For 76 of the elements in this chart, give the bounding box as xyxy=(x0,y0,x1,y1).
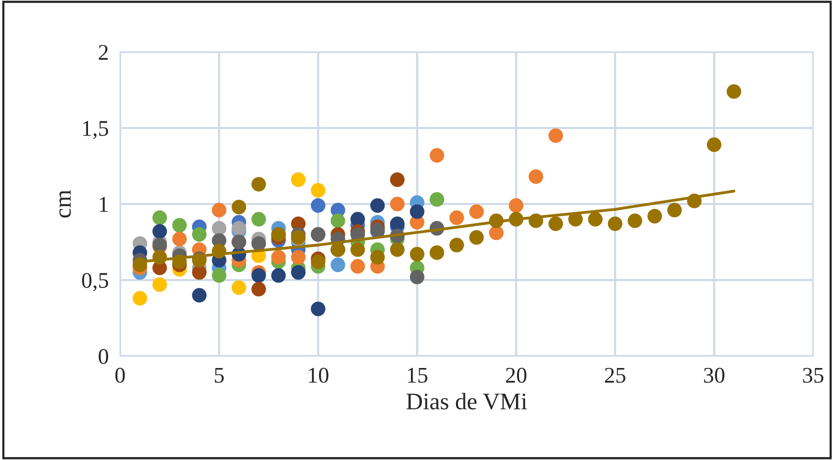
point xyxy=(390,216,405,232)
point xyxy=(469,230,484,245)
point xyxy=(370,250,385,265)
point xyxy=(291,250,306,265)
point xyxy=(410,270,424,284)
y-tick-label: 2 xyxy=(98,44,108,60)
point xyxy=(430,148,444,163)
point xyxy=(310,254,326,270)
point xyxy=(350,242,365,257)
point xyxy=(608,216,622,232)
x-tick-label: 35 xyxy=(803,368,824,383)
point xyxy=(370,198,385,213)
point xyxy=(212,202,226,218)
point xyxy=(310,302,326,316)
point xyxy=(310,183,326,198)
point xyxy=(291,172,306,187)
point xyxy=(489,226,504,240)
point xyxy=(528,169,544,184)
point xyxy=(430,245,444,260)
point xyxy=(232,200,246,214)
x-tick-label: 0 xyxy=(115,368,125,383)
point xyxy=(132,290,148,306)
x-axis-title: Dias de VMi xyxy=(406,392,527,410)
x-tick-label: 10 xyxy=(308,368,328,383)
point xyxy=(251,212,266,226)
point xyxy=(390,172,405,187)
point xyxy=(410,246,424,262)
point xyxy=(548,216,564,232)
point xyxy=(390,242,405,257)
point xyxy=(271,268,286,283)
point xyxy=(251,268,266,283)
point xyxy=(330,258,346,272)
point xyxy=(232,280,246,295)
point xyxy=(291,265,306,280)
point xyxy=(706,137,722,152)
point xyxy=(251,282,266,296)
x-tick-label: 25 xyxy=(605,368,626,383)
point xyxy=(548,128,564,143)
point xyxy=(390,196,405,212)
point xyxy=(232,221,246,236)
point xyxy=(192,227,207,242)
x-tick-label: 30 xyxy=(704,368,724,383)
point xyxy=(152,277,167,292)
point xyxy=(172,218,187,233)
point xyxy=(726,84,742,99)
point xyxy=(310,198,326,213)
point xyxy=(212,268,226,283)
point xyxy=(212,221,226,236)
point xyxy=(628,213,642,228)
y-axis-title: cm xyxy=(59,190,71,218)
point xyxy=(430,192,444,207)
point xyxy=(192,288,207,303)
point xyxy=(251,176,266,192)
x-tick-label: 15 xyxy=(408,368,428,383)
point xyxy=(350,212,365,226)
point xyxy=(330,213,346,228)
point xyxy=(667,202,682,218)
x-tick-label: 5 xyxy=(214,368,224,383)
point xyxy=(251,236,266,251)
point xyxy=(588,212,603,226)
point xyxy=(350,259,365,274)
point xyxy=(172,232,187,246)
y-tick-label: 1 xyxy=(100,197,108,212)
point xyxy=(152,224,167,239)
point xyxy=(647,208,662,224)
x-tick-label: 20 xyxy=(506,368,526,383)
point xyxy=(449,238,464,252)
point xyxy=(469,204,484,219)
y-tick-label: 0 xyxy=(98,348,108,364)
point xyxy=(271,250,286,265)
point xyxy=(410,204,424,219)
point xyxy=(508,198,524,213)
y-tick-label: 1,5 xyxy=(83,121,108,140)
point xyxy=(152,210,167,225)
y-tick-label: 0,5 xyxy=(82,272,108,292)
point xyxy=(449,210,464,225)
